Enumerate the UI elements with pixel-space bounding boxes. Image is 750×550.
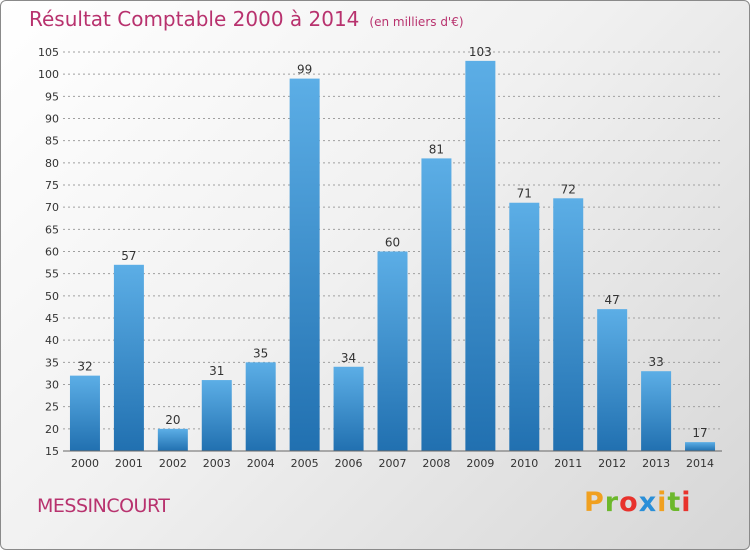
data-label-2003: 31 [209,364,224,378]
logo-letter: x [638,487,658,518]
logo-letter: P [584,487,605,518]
x-tick-label-2010: 2010 [510,457,538,470]
y-tick-label: 40 [45,334,59,347]
data-label-2013: 33 [648,355,663,369]
y-tick-label: 60 [45,246,59,259]
x-tick-label-2001: 2001 [115,457,143,470]
y-tick-label: 30 [45,379,59,392]
x-tick-label-2008: 2008 [422,457,450,470]
x-tick-label-2014: 2014 [686,457,714,470]
data-label-2008: 81 [429,142,444,156]
y-tick-label: 105 [38,46,59,59]
x-tick-label-2012: 2012 [598,457,626,470]
data-label-2007: 60 [385,236,400,250]
x-tick-label-2009: 2009 [466,457,494,470]
y-tick-label: 35 [45,356,59,369]
x-axis-ticks: 2000 2001 2002 2003 2004 2005 2006 2007 2008 2009… [71,457,714,470]
bar-2006 [333,366,364,451]
y-tick-label: 75 [45,179,59,192]
logo-letter: t [667,487,682,518]
data-label-2009: 103 [469,45,492,59]
data-label-2000: 32 [77,360,92,374]
data-label-2006: 34 [341,351,356,365]
x-tick-label-2003: 2003 [203,457,231,470]
x-tick-label-2005: 2005 [291,457,319,470]
x-tick-label-2013: 2013 [642,457,670,470]
bar-2005 [289,78,320,451]
data-label-2011: 72 [561,182,576,196]
bar-2000 [69,375,100,451]
x-tick-label-2002: 2002 [159,457,187,470]
y-tick-label: 90 [45,113,59,126]
data-labels: 32 57 20 31 35 99 34 60 81 103 71 72 47 33 17 [77,45,707,440]
y-tick-label: 85 [45,135,59,148]
logo-letter: i [681,487,692,518]
bar-2008 [421,158,452,451]
bar-2010 [509,202,540,451]
data-label-2004: 35 [253,346,268,360]
y-tick-label: 70 [45,201,59,214]
y-tick-label: 25 [45,401,59,414]
bar-2004 [245,362,276,451]
logo-letter: o [619,487,639,518]
y-axis-ticks: 15 20 25 30 35 40 45 50 55 60 65 70 75 80 85 90 95 100 105 [38,46,59,458]
x-tick-label-2000: 2000 [71,457,99,470]
y-tick-label: 65 [45,223,59,236]
y-tick-label: 50 [45,290,59,303]
logo-letter: r [604,487,620,518]
data-label-2005: 99 [297,63,312,77]
y-tick-label: 80 [45,157,59,170]
data-label-2002: 20 [165,413,180,427]
logo-letter: i [657,487,668,518]
proxiti-logo: Proxiti [584,487,692,518]
bar-2013 [641,371,672,451]
y-tick-label: 15 [45,445,59,458]
commune-name: MESSINCOURT [37,495,170,517]
data-label-2001: 57 [121,249,136,263]
bar-2002 [157,428,188,451]
x-tick-label-2006: 2006 [335,457,363,470]
chart-subtitle: (en milliers d'€) [369,15,464,29]
y-tick-label: 45 [45,312,59,325]
y-tick-label: 55 [45,268,59,281]
bars [69,60,716,451]
y-tick-label: 95 [45,90,59,103]
y-tick-label: 20 [45,423,59,436]
x-tick-label-2007: 2007 [379,457,407,470]
bar-2001 [113,264,144,451]
data-label-2014: 17 [692,426,707,440]
data-label-2010: 71 [517,187,532,201]
bar-2014 [685,442,716,451]
bar-2012 [597,309,628,451]
chart-title-text: Résultat Comptable 2000 à 2014 [29,7,360,31]
y-tick-label: 100 [38,68,59,81]
x-tick-label-2011: 2011 [554,457,582,470]
bar-2003 [201,380,232,451]
bar-2011 [553,198,584,451]
chart-title: Résultat Comptable 2000 à 2014 (en millie… [29,7,464,31]
bar-2007 [377,251,408,451]
bar-2009 [465,60,496,451]
data-label-2012: 47 [605,293,620,307]
x-tick-label-2004: 2004 [247,457,275,470]
